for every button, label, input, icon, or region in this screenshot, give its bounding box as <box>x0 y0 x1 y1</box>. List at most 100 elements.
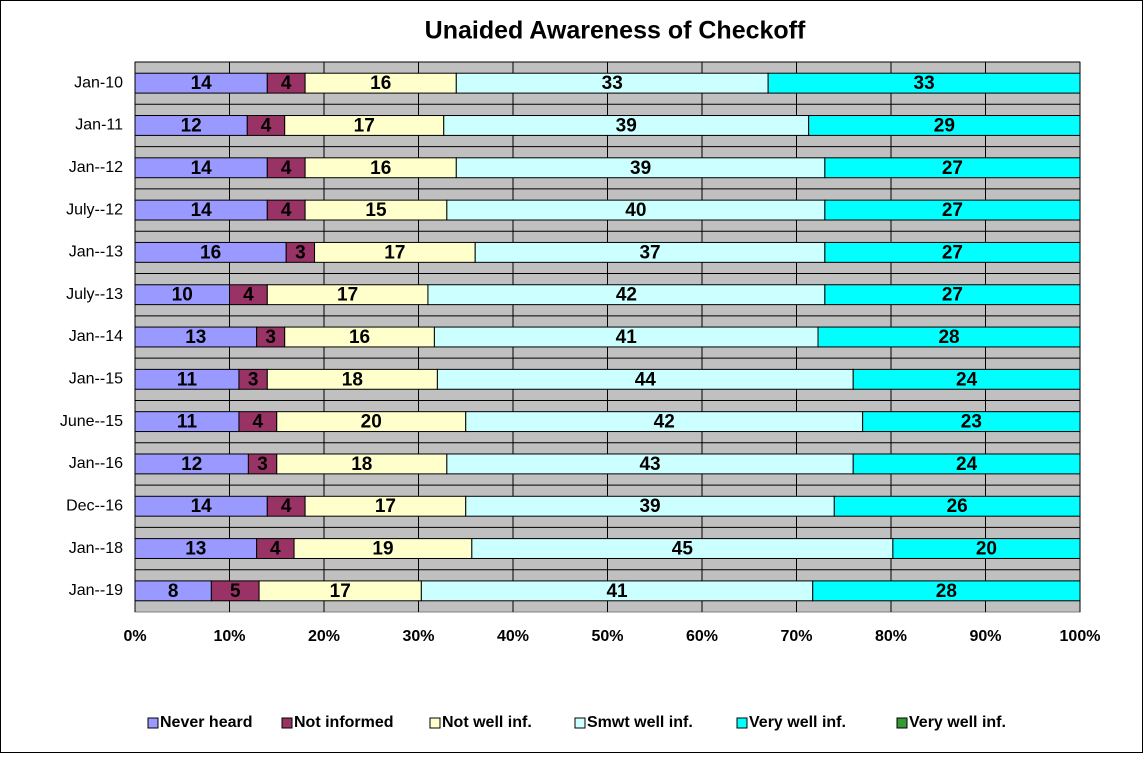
value-label: 39 <box>630 158 651 179</box>
value-label: 4 <box>281 73 292 94</box>
value-label: 27 <box>942 285 963 306</box>
legend-label: Not well inf. <box>442 714 532 731</box>
value-label: 40 <box>625 200 646 221</box>
y-tick-label: Dec--16 <box>66 497 123 514</box>
legend-label: Very well inf. <box>749 714 846 731</box>
legend-label: Never heard <box>160 714 253 731</box>
y-tick-label: Jan--16 <box>69 455 123 472</box>
value-label: 13 <box>185 539 206 560</box>
value-label: 17 <box>354 115 375 136</box>
value-label: 12 <box>181 454 202 475</box>
value-label: 28 <box>938 327 959 348</box>
y-tick-label: Jan-11 <box>75 117 123 134</box>
value-label: 41 <box>606 581 628 602</box>
value-label: 4 <box>270 539 281 560</box>
value-label: 43 <box>639 454 660 475</box>
y-tick-label: Jan-10 <box>74 74 123 91</box>
value-label: 24 <box>956 454 978 475</box>
y-tick-label: Jan--14 <box>69 328 123 345</box>
value-label: 4 <box>281 200 292 221</box>
value-label: 16 <box>370 73 391 94</box>
bar-segment <box>862 411 1081 433</box>
value-label: 39 <box>616 115 637 136</box>
x-tick-label: 40% <box>497 628 529 645</box>
value-label: 4 <box>243 285 254 306</box>
x-tick-label: 100% <box>1060 628 1101 645</box>
bar-segment <box>817 326 1081 348</box>
value-label: 4 <box>281 496 292 517</box>
value-label: 12 <box>181 115 202 136</box>
y-tick-label: Jan--19 <box>69 582 123 599</box>
value-label: 28 <box>936 581 957 602</box>
y-tick-label: Jan--13 <box>69 244 123 261</box>
value-label: 20 <box>976 539 997 560</box>
value-label: 13 <box>185 327 206 348</box>
bar-segment <box>767 72 1081 94</box>
value-label: 16 <box>349 327 370 348</box>
bar-segment <box>824 199 1081 221</box>
legend-swatch <box>574 717 586 729</box>
value-label: 3 <box>295 242 306 263</box>
value-label: 4 <box>261 115 272 136</box>
value-label: 14 <box>191 73 213 94</box>
value-label: 18 <box>342 369 363 390</box>
value-label: 41 <box>616 327 638 348</box>
value-label: 17 <box>337 285 358 306</box>
legend-swatch <box>736 717 748 729</box>
value-label: 23 <box>961 412 982 433</box>
value-label: 3 <box>265 327 276 348</box>
value-label: 16 <box>200 242 221 263</box>
x-tick-label: 50% <box>591 628 623 645</box>
x-tick-label: 80% <box>875 628 907 645</box>
y-tick-label: June--15 <box>60 413 123 430</box>
value-label: 4 <box>253 412 264 433</box>
value-label: 19 <box>372 539 393 560</box>
legend-swatch <box>896 717 908 729</box>
legend-swatch <box>281 717 293 729</box>
value-label: 3 <box>248 369 259 390</box>
value-label: 14 <box>191 158 213 179</box>
value-label: 44 <box>635 369 657 390</box>
value-label: 17 <box>384 242 405 263</box>
bar-segment <box>892 538 1081 559</box>
value-label: 14 <box>191 496 213 517</box>
x-tick-label: 30% <box>402 628 434 645</box>
y-tick-label: Jan--12 <box>69 159 123 176</box>
value-label: 24 <box>956 369 978 390</box>
bar-segment <box>852 453 1081 475</box>
value-label: 27 <box>942 200 963 221</box>
value-label: 10 <box>172 285 193 306</box>
value-label: 16 <box>370 158 391 179</box>
x-tick-label: 10% <box>213 628 245 645</box>
legend-label: Smwt well inf. <box>587 714 693 731</box>
value-label: 11 <box>177 412 198 433</box>
x-tick-label: 60% <box>686 628 718 645</box>
value-label: 11 <box>177 369 198 390</box>
value-label: 26 <box>947 496 968 517</box>
y-tick-label: July--13 <box>66 286 123 303</box>
bar-segment <box>852 368 1081 390</box>
value-label: 14 <box>191 200 213 221</box>
value-label: 5 <box>230 581 241 602</box>
value-label: 8 <box>168 581 179 602</box>
value-label: 42 <box>616 285 637 306</box>
value-label: 18 <box>351 454 372 475</box>
value-label: 4 <box>281 158 292 179</box>
value-label: 17 <box>330 581 351 602</box>
value-label: 15 <box>365 200 387 221</box>
bar-segment <box>833 495 1081 517</box>
value-label: 37 <box>639 242 660 263</box>
bar-segment <box>824 157 1081 179</box>
value-label: 45 <box>672 539 694 560</box>
x-tick-label: 70% <box>780 628 812 645</box>
value-label: 42 <box>654 412 675 433</box>
bar-segment <box>824 284 1081 306</box>
legend-swatch <box>429 717 441 729</box>
y-tick-label: Jan--18 <box>69 540 123 557</box>
y-tick-label: July--12 <box>66 201 123 218</box>
chart-title: Unaided Awareness of Checkoff <box>425 17 806 45</box>
legend-label: Not informed <box>294 714 394 731</box>
value-label: 3 <box>257 454 268 475</box>
